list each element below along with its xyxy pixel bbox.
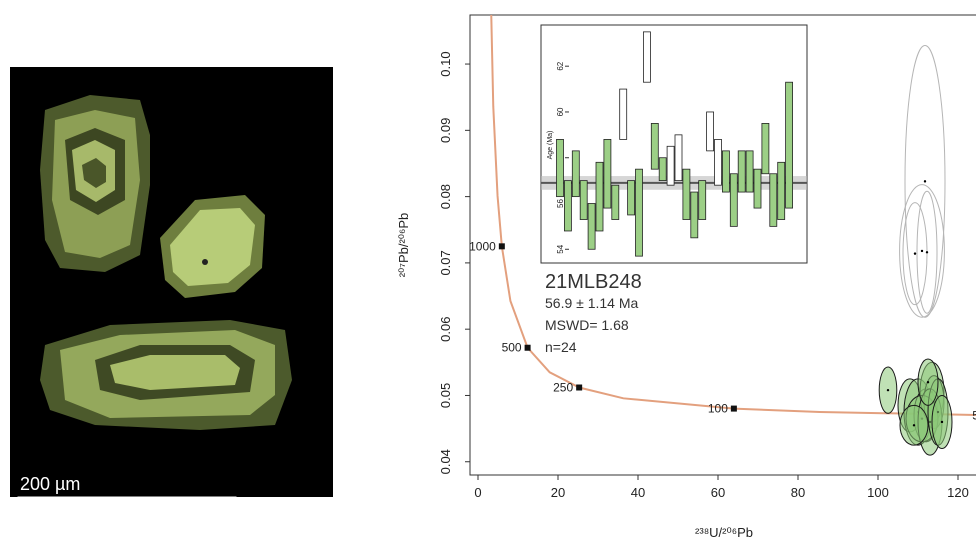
age-bar [737,150,746,193]
scale-bar-label: 200 µm [20,474,80,494]
age-bar [650,123,659,170]
excluded-ellipse [902,202,928,306]
axes: 0 20 40 60 80 100 120 0.04 0.05 0.06 0.07 0.08 0.09 0… [438,51,969,500]
age-bar [769,173,778,227]
age-bar [658,157,667,182]
age-bar [556,139,564,198]
age-bar [666,145,675,186]
age-bar [698,180,707,220]
plot-area: 1000 500 250 100 50 [469,15,976,456]
age-bar [745,150,754,193]
x-tick-label: 80 [791,485,805,500]
age-label: 50 [972,408,976,422]
inset-chart: Age (Ma) 5456586062 [540,24,808,264]
concordia-curve [490,15,976,416]
x-tick-label: 0 [474,485,481,500]
y-tick-label: 0.08 [438,184,453,209]
age-bar [564,180,572,232]
ellipse-center [923,180,927,183]
ellipse-center [912,424,916,427]
x-axis-label: ²³⁸U/²⁰⁶Pb [695,525,753,540]
age-marker [498,243,505,250]
age-bar [753,168,762,209]
excluded-ellipse [899,184,945,318]
annotations: 21MLB248 56.9 ± 1.14 Ma MSWD= 1.68 n=24 [545,271,642,355]
age-bar [690,191,699,239]
age-label: 250 [553,381,573,395]
age-bar [682,168,691,220]
age-label: 500 [502,341,522,355]
x-tick-label: 120 [947,485,969,500]
y-tick-label: 0.04 [438,449,453,474]
excluded-ellipse [904,44,946,318]
annotation: n=24 [545,339,577,355]
x-tick-label: 20 [551,485,565,500]
excluded-ellipse [916,190,938,314]
age-bar [627,180,635,216]
age-bar [579,180,588,220]
y-tick-label: 0.09 [438,118,453,143]
age-bar [611,184,620,220]
inset-y-label: Age (Ma) [547,131,554,160]
y-tick-label: 0.06 [438,317,453,342]
age-bar [674,134,683,182]
x-tick-label: 100 [867,485,889,500]
age-bar [619,88,628,140]
age-marker [730,405,737,412]
age-bar [729,173,738,227]
cl-image: 200 µm [10,67,333,516]
age-bar [643,31,651,83]
scale-bar [17,496,237,516]
age-bar [571,150,580,198]
zircon-3 [40,320,292,430]
inset-y-tick-label: 62 [556,61,565,70]
ellipse-center [886,388,890,392]
annotation: 56.9 ± 1.14 Ma [545,295,639,311]
y-tick-label: 0.05 [438,383,453,408]
sample-name: 21MLB248 [545,271,642,293]
age-marker [524,344,531,351]
inset-y-tick-label: 60 [556,107,565,116]
age-bar [761,123,770,175]
zircon-2 [160,195,265,298]
age-bar [635,168,643,257]
y-tick-label: 0.10 [438,51,453,76]
inset-y-tick-label: 56 [556,199,565,208]
y-tick-label: 0.07 [438,250,453,275]
ellipse-center [926,381,930,384]
ellipse-center [925,251,929,254]
age-bar [603,139,612,209]
age-bar [706,111,714,152]
age-bar [714,139,722,186]
age-bar [587,203,596,250]
plot-frame [469,14,976,476]
annotation: MSWD= 1.68 [545,317,629,333]
age-bar [595,161,604,232]
x-tick-label: 40 [631,485,645,500]
ellipse-center [940,420,944,424]
age-label: 100 [708,402,728,416]
y-axis-label: ²⁰⁷Pb/²⁰⁶Pb [396,213,411,278]
zircon-1 [40,95,150,272]
age-marker [576,384,583,391]
age-bar [785,81,793,209]
inset-y-tick-label: 54 [556,244,565,253]
age-bar [722,150,730,193]
ellipse-center [913,252,917,255]
age-label: 1000 [469,239,496,253]
age-bar [777,161,786,220]
ellipse-center [920,249,924,253]
x-tick-label: 60 [711,485,725,500]
